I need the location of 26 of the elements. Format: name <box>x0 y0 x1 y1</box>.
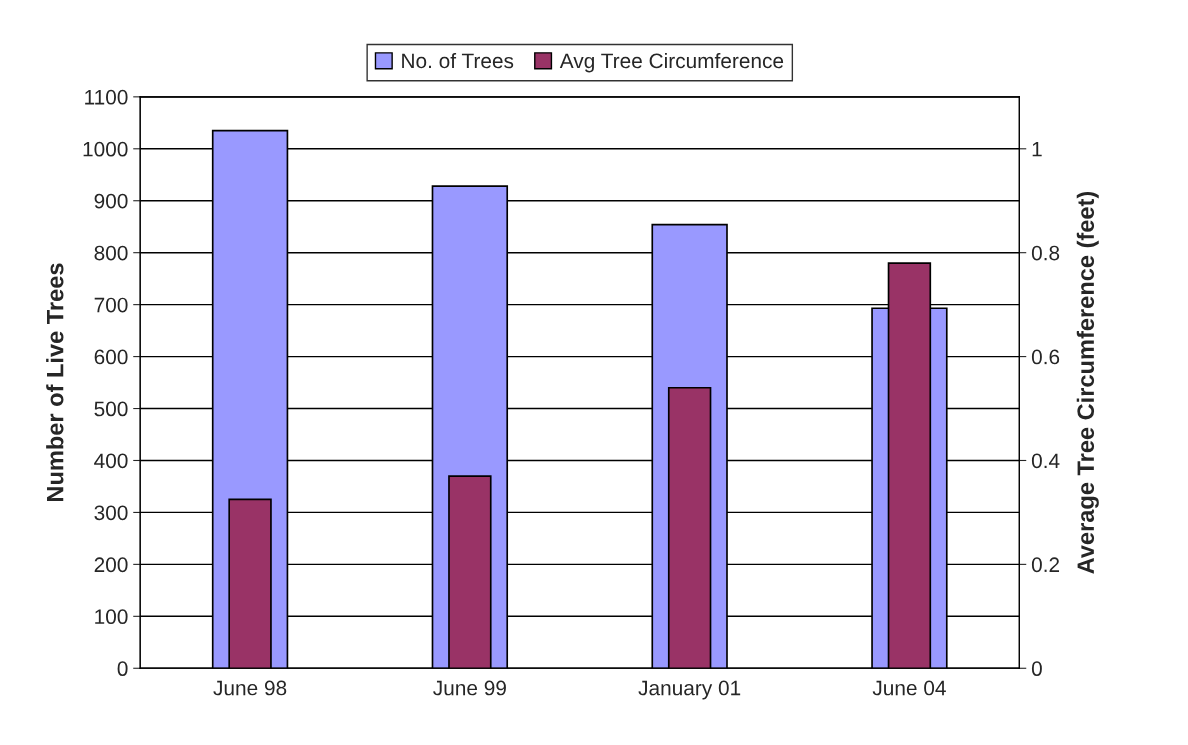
x-tick-label: June 99 <box>433 680 506 696</box>
y-tick-label: 500 <box>94 401 128 417</box>
y-tick-label: 600 <box>94 349 128 365</box>
y2-tick-label: 0 <box>1031 661 1042 677</box>
y-tick-label: 1000 <box>83 141 128 157</box>
y2-tick-label: 0.4 <box>1031 453 1060 469</box>
x-tick-label: June 04 <box>872 680 946 696</box>
y2-tick-label: 1 <box>1032 142 1042 157</box>
y-axis-title: Number of Live Trees <box>46 263 64 502</box>
y-tick-label: 200 <box>94 557 128 573</box>
y2-axis-title: Average Tree Circumference (feet) <box>1076 191 1099 574</box>
y-tick-label: 700 <box>94 297 128 313</box>
y-tick-label: 400 <box>94 453 128 469</box>
x-tick-label: January 01 <box>638 680 741 700</box>
x-tick-label: June 98 <box>213 680 287 696</box>
y2-tick-label: 0.6 <box>1031 349 1060 365</box>
y2-tick-label: 0.2 <box>1031 557 1060 573</box>
y-tick-label: 1100 <box>85 89 128 105</box>
y-tick-label: 100 <box>95 609 128 625</box>
legend-label: Avg Tree Circumference <box>559 52 784 73</box>
y-tick-label: 800 <box>94 245 128 261</box>
y-tick-label: 0 <box>117 661 128 677</box>
y-tick-label: 300 <box>94 505 128 521</box>
y-tick-label: 900 <box>94 193 128 209</box>
legend-label: No. of Trees <box>402 52 514 69</box>
y2-tick-label: 0.8 <box>1031 245 1060 261</box>
